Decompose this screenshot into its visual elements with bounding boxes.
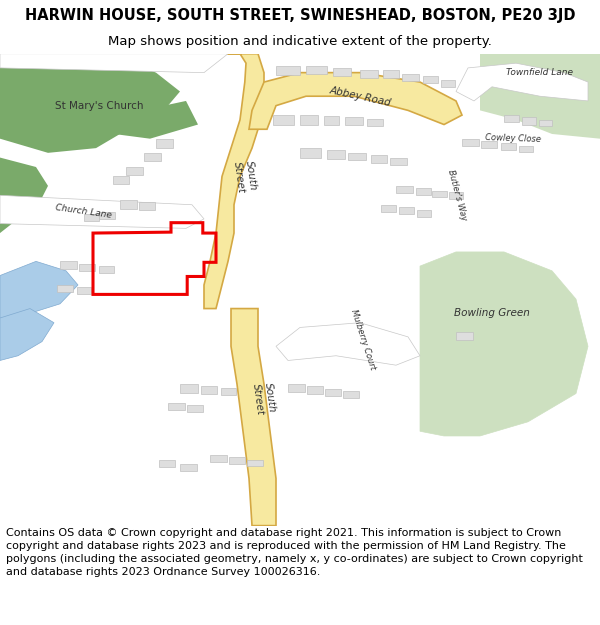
Polygon shape bbox=[462, 139, 479, 146]
Polygon shape bbox=[120, 200, 137, 209]
Polygon shape bbox=[0, 309, 54, 361]
Polygon shape bbox=[381, 205, 396, 212]
Polygon shape bbox=[168, 403, 185, 411]
Polygon shape bbox=[0, 195, 204, 228]
Polygon shape bbox=[204, 54, 264, 309]
Polygon shape bbox=[0, 54, 228, 72]
Polygon shape bbox=[180, 384, 198, 392]
Polygon shape bbox=[210, 455, 227, 462]
Polygon shape bbox=[360, 70, 378, 78]
Polygon shape bbox=[539, 120, 552, 126]
Text: St Mary's Church: St Mary's Church bbox=[55, 101, 143, 111]
Polygon shape bbox=[159, 459, 175, 467]
Polygon shape bbox=[126, 167, 143, 175]
Polygon shape bbox=[247, 459, 263, 466]
Text: South
Street: South Street bbox=[232, 159, 258, 194]
Polygon shape bbox=[187, 405, 203, 412]
Polygon shape bbox=[396, 186, 413, 193]
Polygon shape bbox=[201, 386, 217, 394]
Polygon shape bbox=[432, 191, 447, 198]
Polygon shape bbox=[0, 158, 48, 242]
Text: Butler's Way: Butler's Way bbox=[446, 169, 469, 222]
Polygon shape bbox=[276, 66, 300, 75]
Polygon shape bbox=[144, 153, 161, 161]
Polygon shape bbox=[306, 66, 327, 74]
Polygon shape bbox=[481, 141, 497, 148]
Polygon shape bbox=[390, 158, 407, 164]
Polygon shape bbox=[449, 192, 463, 199]
Text: Abbey Road: Abbey Road bbox=[328, 85, 392, 107]
Polygon shape bbox=[0, 54, 180, 153]
Text: Map shows position and indicative extent of the property.: Map shows position and indicative extent… bbox=[108, 36, 492, 48]
Polygon shape bbox=[540, 54, 600, 101]
Polygon shape bbox=[231, 309, 276, 526]
Polygon shape bbox=[367, 119, 383, 126]
Polygon shape bbox=[57, 285, 73, 292]
Text: South
Street: South Street bbox=[251, 381, 277, 416]
Polygon shape bbox=[276, 322, 420, 365]
Polygon shape bbox=[333, 68, 351, 76]
Polygon shape bbox=[229, 458, 245, 464]
Polygon shape bbox=[343, 391, 359, 398]
Polygon shape bbox=[501, 143, 516, 150]
Polygon shape bbox=[300, 115, 318, 124]
Polygon shape bbox=[77, 288, 91, 294]
Polygon shape bbox=[416, 188, 431, 195]
Text: Mulberry Court: Mulberry Court bbox=[349, 308, 377, 371]
Polygon shape bbox=[504, 115, 519, 122]
Polygon shape bbox=[348, 153, 366, 161]
Polygon shape bbox=[139, 202, 155, 210]
Text: Church Lane: Church Lane bbox=[55, 203, 113, 220]
Polygon shape bbox=[327, 151, 345, 159]
Polygon shape bbox=[307, 386, 323, 394]
Polygon shape bbox=[99, 212, 115, 219]
Polygon shape bbox=[156, 139, 173, 148]
Polygon shape bbox=[324, 116, 339, 124]
Polygon shape bbox=[114, 101, 198, 139]
Polygon shape bbox=[399, 207, 414, 214]
Polygon shape bbox=[99, 266, 114, 273]
Polygon shape bbox=[423, 76, 438, 84]
Text: Cowley Close: Cowley Close bbox=[485, 133, 541, 144]
Polygon shape bbox=[417, 211, 431, 217]
Polygon shape bbox=[420, 252, 588, 436]
Polygon shape bbox=[221, 388, 236, 396]
Polygon shape bbox=[180, 464, 197, 471]
Text: Townfield Lane: Townfield Lane bbox=[506, 68, 574, 77]
Text: Contains OS data © Crown copyright and database right 2021. This information is : Contains OS data © Crown copyright and d… bbox=[6, 528, 583, 578]
Polygon shape bbox=[325, 389, 341, 396]
Polygon shape bbox=[84, 214, 99, 221]
Polygon shape bbox=[273, 115, 294, 124]
Polygon shape bbox=[371, 155, 387, 162]
Text: Bowling Green: Bowling Green bbox=[454, 308, 530, 318]
Polygon shape bbox=[288, 384, 305, 392]
Polygon shape bbox=[456, 332, 473, 340]
Text: HARWIN HOUSE, SOUTH STREET, SWINESHEAD, BOSTON, PE20 3JD: HARWIN HOUSE, SOUTH STREET, SWINESHEAD, … bbox=[25, 8, 575, 22]
Polygon shape bbox=[113, 176, 129, 184]
Polygon shape bbox=[249, 72, 462, 129]
Polygon shape bbox=[300, 148, 321, 158]
Polygon shape bbox=[402, 74, 419, 81]
Polygon shape bbox=[522, 118, 536, 124]
Polygon shape bbox=[79, 264, 95, 271]
Polygon shape bbox=[480, 54, 600, 139]
Polygon shape bbox=[0, 261, 78, 322]
Polygon shape bbox=[60, 261, 77, 269]
Polygon shape bbox=[456, 63, 588, 101]
Polygon shape bbox=[441, 80, 455, 87]
Polygon shape bbox=[345, 118, 363, 126]
Polygon shape bbox=[383, 70, 399, 78]
Polygon shape bbox=[519, 146, 533, 152]
